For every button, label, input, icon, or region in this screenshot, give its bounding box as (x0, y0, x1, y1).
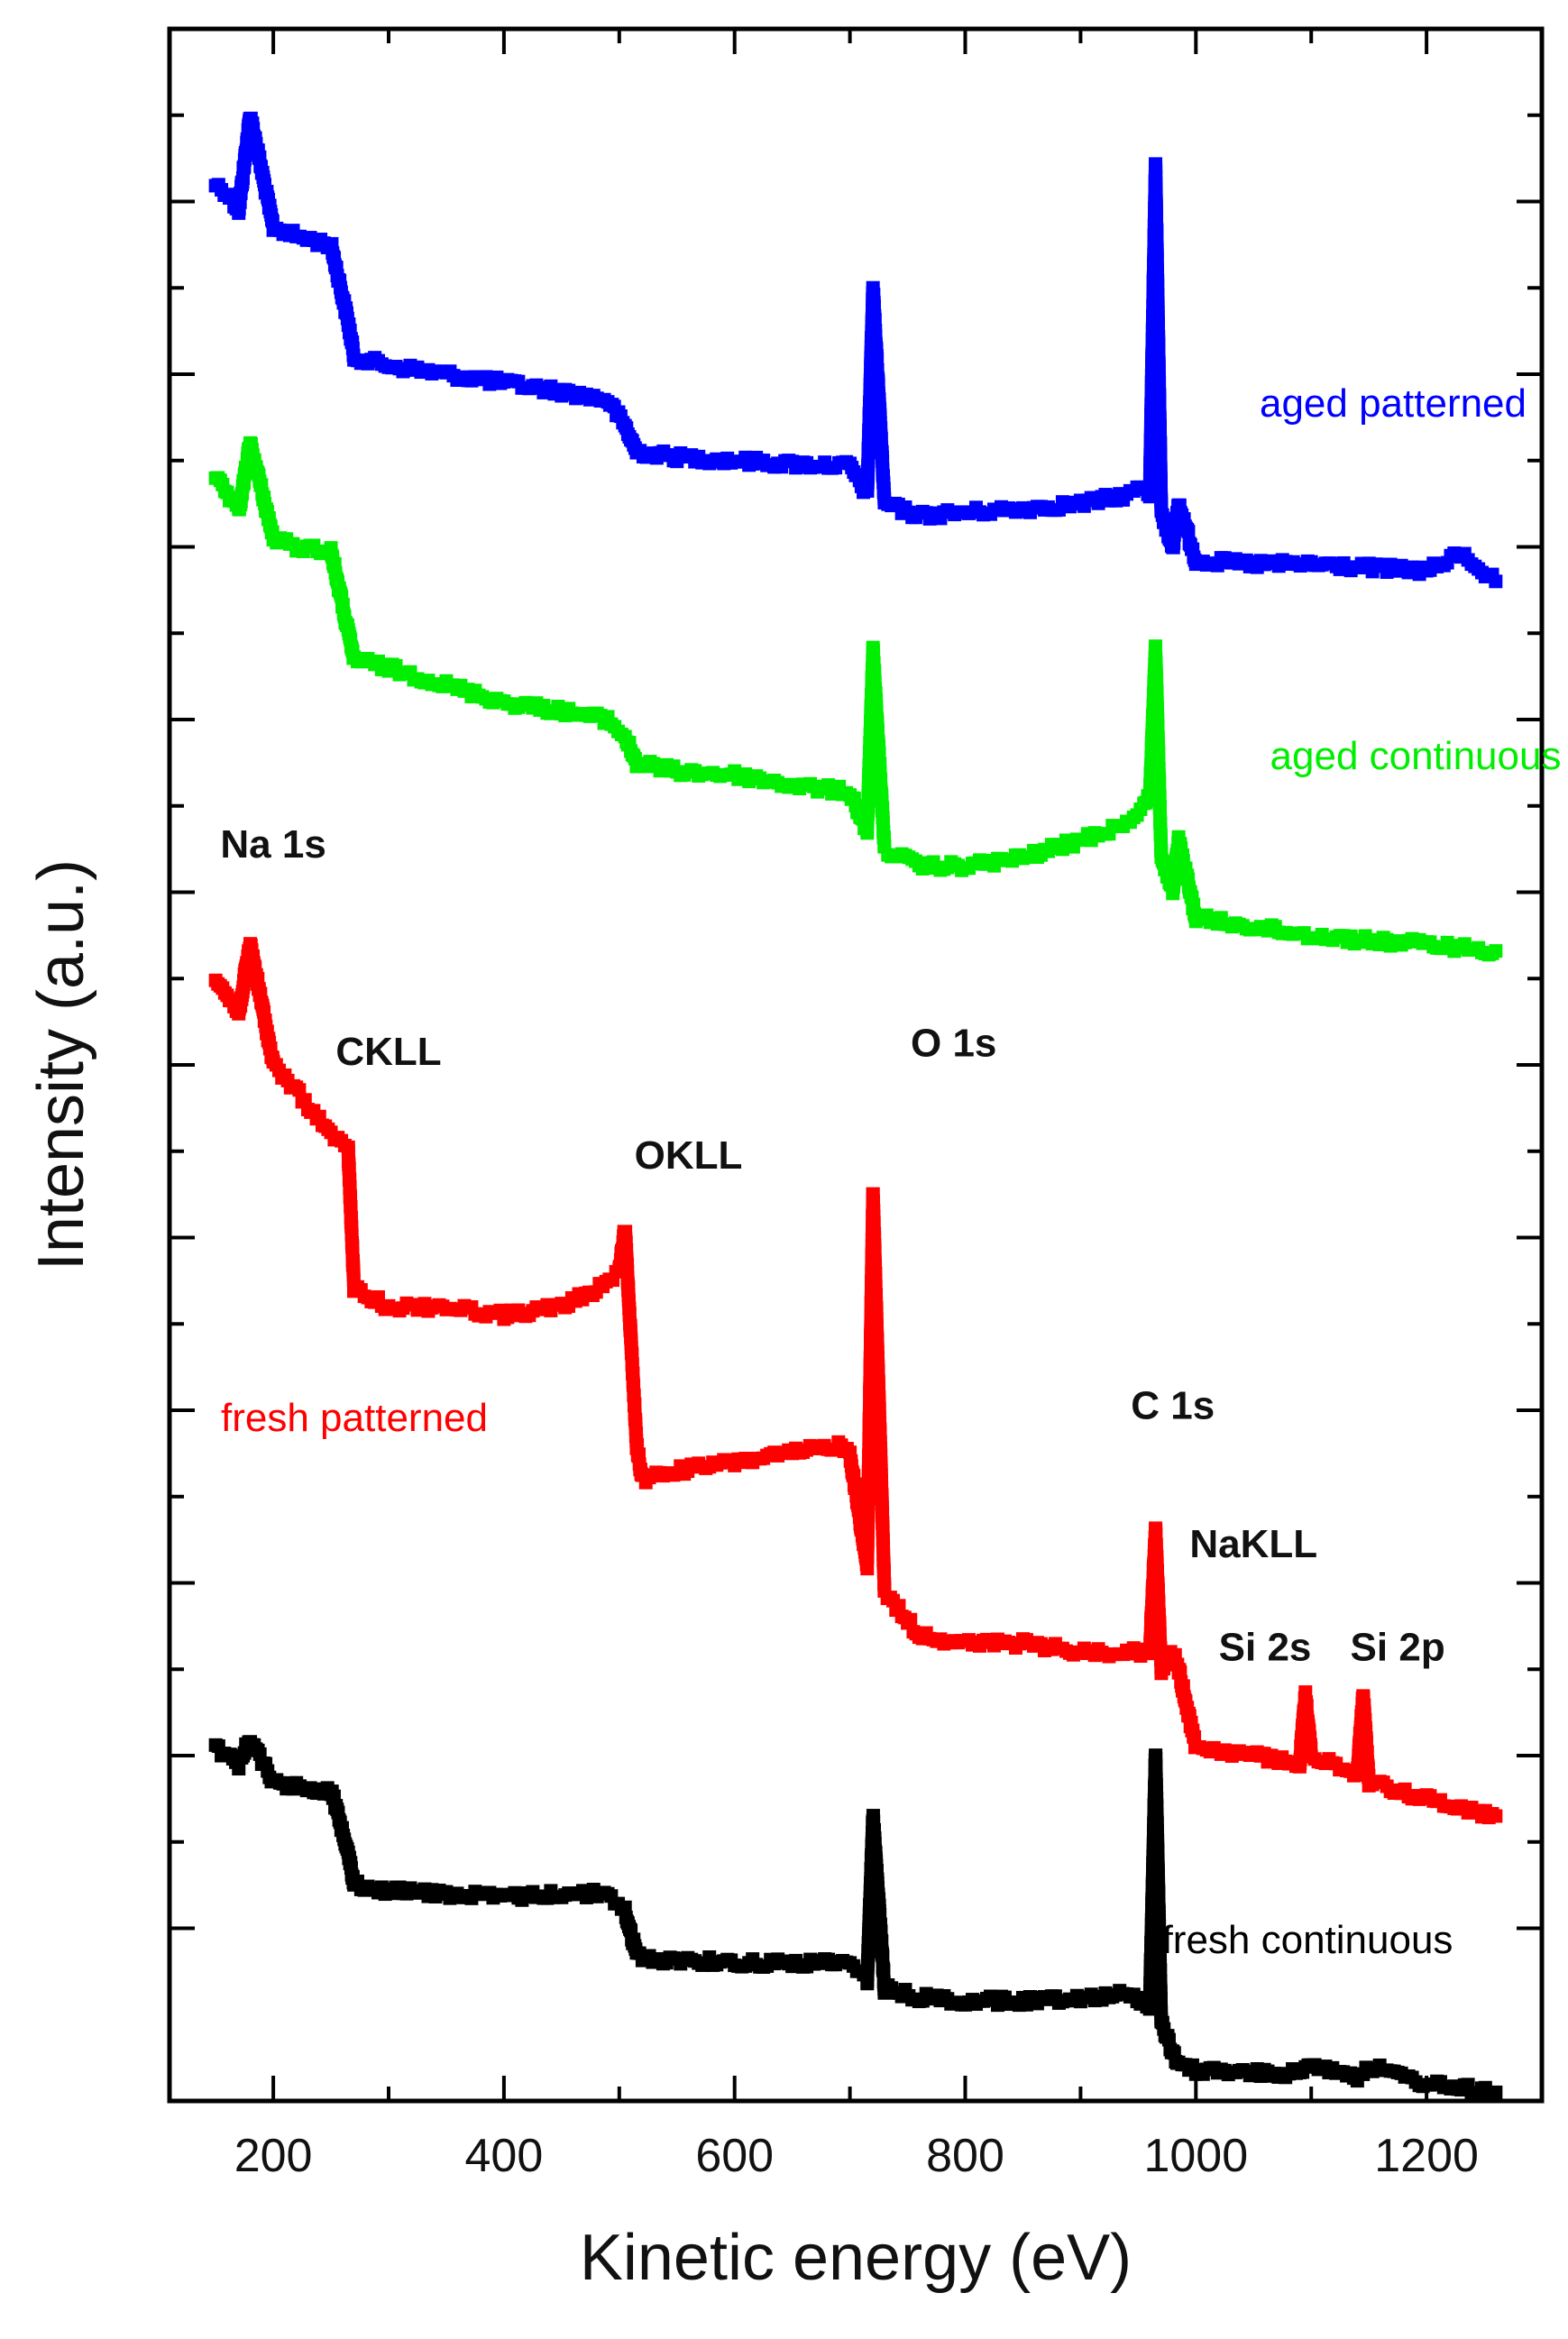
data-point (1299, 1699, 1314, 1713)
x-tick-label: 1200 (1374, 2130, 1479, 2182)
data-point (903, 1612, 918, 1627)
peak-label: CKLL (335, 1030, 441, 1074)
data-point (251, 971, 265, 986)
data-point (1489, 2085, 1503, 2099)
peak-label: NaKLL (1189, 1522, 1317, 1566)
x-tick-label: 1000 (1143, 2130, 1248, 2182)
series-fresh-patterned (208, 937, 1503, 1825)
data-point (1151, 747, 1166, 761)
data-point (1489, 1809, 1503, 1823)
data-point (1176, 1679, 1190, 1693)
data-point (876, 1949, 890, 1964)
y-axis-title: Intensity (a.u.) (25, 859, 97, 1270)
data-point (1181, 524, 1196, 538)
series-label: fresh continuous (1162, 1918, 1453, 1962)
data-point (1489, 574, 1503, 589)
data-point (1152, 376, 1167, 390)
x-tick-label: 600 (695, 2130, 774, 2182)
x-axis-title: Kinetic energy (eV) (580, 2222, 1132, 2294)
data-point (892, 1599, 906, 1613)
data-point (232, 1762, 246, 1776)
data-point (870, 352, 885, 366)
axis-ticks (170, 27, 1544, 2101)
peak-label: Si 2p (1351, 1626, 1445, 1670)
series-label: aged patterned (1260, 381, 1527, 426)
series-label: aged continuous (1270, 734, 1562, 778)
series-aged-patterned (208, 111, 1503, 589)
x-tick-label: 200 (234, 2130, 313, 2182)
x-tick-label: 400 (465, 2130, 544, 2182)
data-point (1152, 776, 1167, 791)
peak-label: Na 1s (220, 822, 326, 867)
series-label: fresh patterned (221, 1396, 488, 1440)
data-point (1151, 718, 1165, 732)
data-point (867, 313, 882, 327)
data-point (1151, 1595, 1166, 1610)
data-point (1149, 639, 1163, 654)
data-point (876, 1964, 891, 1978)
peak-label: Si 2s (1219, 1626, 1312, 1670)
chart-text: 200 400 600 800 1000 1200 Kinetic energy (eV) I… (25, 381, 1561, 2294)
data-points (208, 111, 1503, 2103)
data-point (860, 1562, 875, 1576)
x-tick-label: 800 (926, 2130, 1004, 2182)
series-fresh-continuous (208, 1735, 1503, 2103)
peak-label: C 1s (1131, 1384, 1215, 1428)
data-point (1489, 944, 1503, 959)
peak-label: OKLL (635, 1133, 743, 1178)
data-point (867, 1215, 881, 1230)
peak-label: O 1s (911, 1021, 996, 1065)
series-aged-continuous (208, 436, 1503, 962)
